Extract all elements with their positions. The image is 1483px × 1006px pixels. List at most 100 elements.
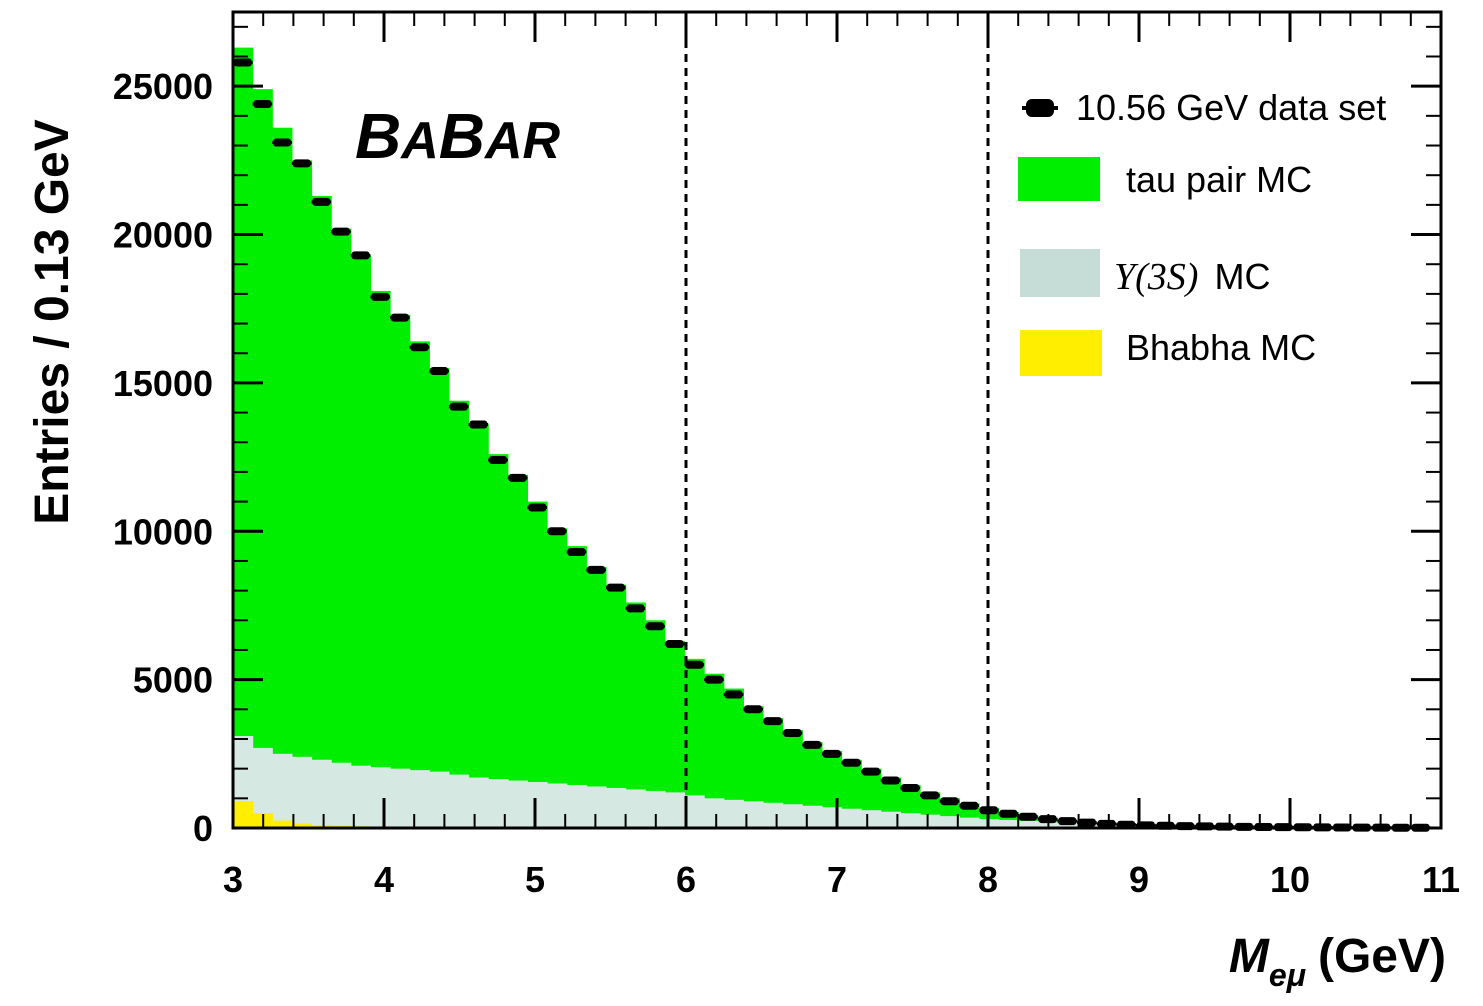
tau-bar — [370, 290, 391, 828]
legend-entry-bhabha: Bhabha MC — [1020, 327, 1316, 376]
x-tick-label: 4 — [374, 859, 394, 900]
tau-bar — [763, 718, 784, 828]
y-tick-label: 15000 — [113, 363, 213, 404]
data-point — [998, 809, 1019, 818]
tau-bar — [527, 501, 548, 828]
tau-bar — [645, 620, 666, 828]
upsilon-bar — [802, 805, 823, 828]
data-point — [272, 138, 292, 147]
data-point — [390, 313, 410, 322]
bhabha-bar — [272, 820, 293, 828]
bhabha-bar — [291, 823, 313, 828]
upsilon-bar — [311, 759, 332, 828]
upsilon-bar — [625, 789, 646, 828]
data-point — [1096, 819, 1117, 828]
upsilon-bar — [684, 795, 705, 828]
data-point — [920, 791, 940, 800]
svg-text:Meμ(GeV): Meμ (GeV) — [1229, 930, 1446, 993]
legend-entry-upsilon: Υ(3S) MC — [1020, 249, 1270, 298]
legend-label-data: 10.56 GeV data set — [1076, 87, 1386, 128]
upsilon-bar — [782, 804, 803, 828]
tau-bar — [586, 566, 607, 828]
data-point — [586, 565, 606, 574]
upsilon-bar — [645, 790, 666, 828]
x-tick-label: 3 — [223, 859, 243, 900]
experiment-label: BABAR — [355, 100, 561, 172]
upsilon-bar — [390, 768, 411, 828]
legend-entry-data: 10.56 GeV data set — [1022, 87, 1386, 128]
data-point — [507, 473, 528, 482]
tau-bar — [272, 127, 293, 828]
x-tick-label: 8 — [978, 859, 998, 900]
tau-bar — [291, 160, 313, 828]
tau-bar — [350, 255, 372, 829]
x-tick-label: 11 — [1422, 859, 1460, 900]
tau-bar — [507, 474, 529, 828]
upsilon-bar — [841, 808, 862, 828]
x-tick-label: 7 — [827, 859, 847, 900]
data-point — [527, 503, 548, 512]
data-point — [841, 758, 862, 767]
data-point — [645, 622, 665, 631]
upsilon-bar — [664, 792, 686, 828]
data-point — [1057, 817, 1078, 826]
y-tick-label: 20000 — [113, 215, 213, 256]
tau-bar — [311, 195, 332, 829]
legend: 10.56 GeV data set tau pair MC Υ(3S) MC B… — [1018, 87, 1386, 376]
upsilon-bar — [998, 819, 1019, 828]
data-point — [547, 527, 567, 536]
upsilon-bar — [880, 811, 902, 828]
tau-bar — [331, 228, 352, 829]
data-point — [350, 251, 371, 260]
tau-bar — [743, 706, 764, 828]
series-tau — [233, 47, 1432, 829]
upsilon-bar — [488, 779, 509, 828]
upsilon-bar — [1018, 820, 1039, 828]
tau-bar — [723, 688, 744, 828]
upsilon-bar — [920, 814, 941, 828]
data-point — [625, 604, 646, 613]
upsilon-bar — [959, 817, 980, 828]
bhabha-bar — [233, 801, 254, 828]
data-point — [704, 675, 724, 684]
x-tick-label: 9 — [1129, 859, 1149, 900]
x-tick-label: 5 — [525, 859, 545, 900]
tau-bar — [468, 424, 489, 828]
legend-label-upsilon: Υ(3S) MC — [1114, 256, 1270, 298]
data-point — [880, 776, 901, 785]
data-point — [939, 797, 960, 806]
tau-bar — [233, 47, 254, 828]
y-axis-label: Entries / 0.13 GeV — [26, 119, 79, 525]
tau-bar — [664, 641, 686, 828]
data-point — [252, 99, 273, 108]
data-point — [821, 749, 842, 758]
tau-bar — [429, 368, 450, 828]
legend-label-bhabha: Bhabha MC — [1126, 327, 1316, 368]
upsilon-bar — [409, 770, 430, 828]
data-point — [664, 640, 685, 649]
data-point — [743, 705, 764, 714]
upsilon-bar — [723, 799, 744, 828]
upsilon-bar — [507, 780, 529, 828]
data-point — [605, 583, 626, 592]
data-point — [291, 159, 312, 168]
upsilon-bar — [272, 753, 293, 828]
upsilon-bar — [252, 747, 273, 828]
data-point — [566, 548, 587, 557]
data-point — [802, 740, 822, 749]
y-tick-label: 25000 — [113, 66, 213, 107]
upsilon-bar — [900, 813, 921, 828]
y-tick-label: 10000 — [113, 511, 213, 552]
upsilon-bar — [448, 774, 470, 828]
legend-entry-tau: tau pair MC — [1018, 157, 1312, 201]
upsilon-bar — [370, 767, 391, 828]
data-point — [233, 58, 253, 67]
tau-bar — [409, 341, 430, 828]
upsilon-bar — [763, 802, 784, 828]
upsilon-bar — [547, 783, 568, 828]
legend-label-tau: tau pair MC — [1126, 159, 1312, 200]
data-point — [723, 690, 744, 699]
tau-bar — [566, 546, 587, 828]
x-tick-label: 6 — [676, 859, 696, 900]
upsilon-bar — [527, 782, 548, 828]
